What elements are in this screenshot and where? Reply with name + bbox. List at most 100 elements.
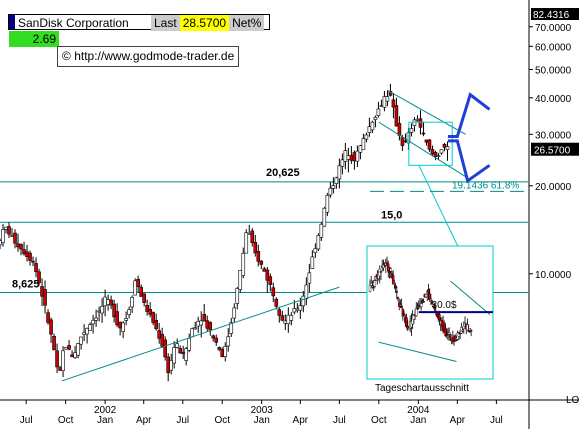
candle-body bbox=[238, 270, 243, 290]
candle-body bbox=[124, 318, 128, 321]
candle-body bbox=[301, 295, 306, 307]
chart-labels: 20,625 15,0 8,625 19.1436 61.8% 26.5700 bbox=[12, 142, 579, 291]
inset-candle-body bbox=[373, 280, 377, 287]
candle-body bbox=[271, 287, 276, 297]
candle-body bbox=[226, 336, 231, 347]
candle-body bbox=[355, 150, 360, 162]
candle-body bbox=[196, 320, 201, 327]
candle-body bbox=[82, 332, 86, 335]
candle-body bbox=[307, 272, 312, 284]
candle-body bbox=[436, 155, 441, 158]
candle-body bbox=[166, 356, 170, 374]
candle-body bbox=[439, 149, 444, 154]
y-top-label: 82.4316 bbox=[533, 10, 570, 21]
candle-body bbox=[232, 307, 237, 319]
inset-candle-body bbox=[415, 307, 418, 316]
candle-body bbox=[88, 324, 92, 331]
candle-body bbox=[349, 155, 354, 161]
source-url: http://www.godmode-trader.de bbox=[74, 49, 235, 63]
inset-candle-body bbox=[445, 334, 448, 336]
candle-body bbox=[172, 347, 176, 364]
candle-body bbox=[127, 309, 131, 315]
candle-body bbox=[4, 226, 8, 230]
candle-body bbox=[61, 350, 65, 371]
candle-body bbox=[391, 99, 396, 108]
candle-body bbox=[22, 249, 26, 255]
trendline bbox=[61, 286, 340, 382]
y-tick-label: 30.0000 bbox=[535, 130, 572, 141]
candle-body bbox=[79, 336, 83, 345]
inset-trendline bbox=[378, 341, 457, 362]
candle-body bbox=[250, 230, 255, 243]
candle-body bbox=[400, 137, 405, 146]
candle-body bbox=[430, 149, 435, 155]
inset-candle-body bbox=[371, 286, 374, 288]
x-month-label: Apr bbox=[293, 415, 309, 426]
candle-body bbox=[190, 328, 195, 338]
x-year-label: 2004 bbox=[407, 405, 430, 416]
candle-body bbox=[325, 194, 330, 213]
candle-body bbox=[373, 116, 378, 120]
inset-candle-body bbox=[419, 303, 423, 307]
candle-body bbox=[130, 297, 134, 308]
candle-body bbox=[43, 289, 47, 306]
candle-body bbox=[106, 299, 110, 305]
candle-body bbox=[28, 252, 32, 261]
candle-body bbox=[274, 298, 279, 307]
candle-body bbox=[280, 315, 285, 321]
candle-body bbox=[100, 306, 104, 314]
candle-body bbox=[319, 223, 324, 238]
candle-body bbox=[346, 155, 351, 160]
inset-candle-body bbox=[396, 297, 400, 299]
candle-body bbox=[55, 350, 59, 368]
candle-body bbox=[52, 336, 56, 351]
inset-candle-body bbox=[428, 293, 431, 300]
candle-body bbox=[112, 303, 116, 318]
candle-body bbox=[268, 276, 273, 285]
candle-body bbox=[34, 263, 38, 272]
net-label: Net% bbox=[229, 15, 265, 31]
projection-down-line bbox=[447, 139, 491, 184]
candle-body bbox=[328, 187, 333, 196]
candle-body bbox=[148, 309, 152, 315]
candle-body bbox=[136, 278, 140, 287]
inset-candle-body bbox=[387, 263, 390, 272]
candle-body bbox=[337, 165, 342, 180]
candle-body bbox=[322, 207, 327, 227]
candle-body bbox=[160, 333, 164, 347]
inset-candle-body bbox=[395, 291, 399, 293]
inset-chart: 30.0$ Tageschartausschnitt bbox=[366, 121, 494, 394]
candle-body bbox=[283, 320, 288, 324]
y-top-badge bbox=[531, 8, 579, 20]
candle-body bbox=[1, 229, 5, 243]
inset-candle-body bbox=[466, 324, 469, 331]
inset-candle-body bbox=[394, 285, 397, 289]
x-month-label: Jul bbox=[20, 415, 33, 426]
x-month-label: Oct bbox=[58, 415, 74, 426]
candle-body bbox=[295, 308, 300, 311]
candle-body bbox=[235, 288, 240, 304]
inset-candle-body bbox=[400, 305, 403, 308]
candle-body bbox=[91, 319, 95, 325]
candle-body bbox=[241, 253, 246, 276]
symbol-header: SanDisk Corporation Last 28.5700 Net% 2.69 bbox=[8, 14, 270, 47]
inset-candle-body bbox=[393, 282, 396, 284]
candle-body bbox=[247, 232, 252, 235]
candle-body bbox=[208, 322, 213, 331]
candle-body bbox=[163, 339, 167, 358]
candle-body bbox=[97, 310, 101, 313]
candle-body bbox=[58, 367, 62, 371]
inset-candle-body bbox=[429, 298, 433, 301]
candle-body bbox=[358, 145, 363, 153]
x-year-label: 2003 bbox=[251, 405, 274, 416]
candle-body bbox=[262, 268, 267, 272]
candle-body bbox=[316, 235, 321, 250]
inset-candle-body bbox=[469, 329, 473, 332]
candle-body bbox=[211, 335, 216, 339]
candle-body bbox=[409, 128, 414, 133]
candle-body bbox=[304, 284, 309, 300]
candle-body bbox=[256, 251, 261, 262]
candle-body bbox=[16, 243, 20, 248]
x-month-label: Oct bbox=[214, 415, 230, 426]
